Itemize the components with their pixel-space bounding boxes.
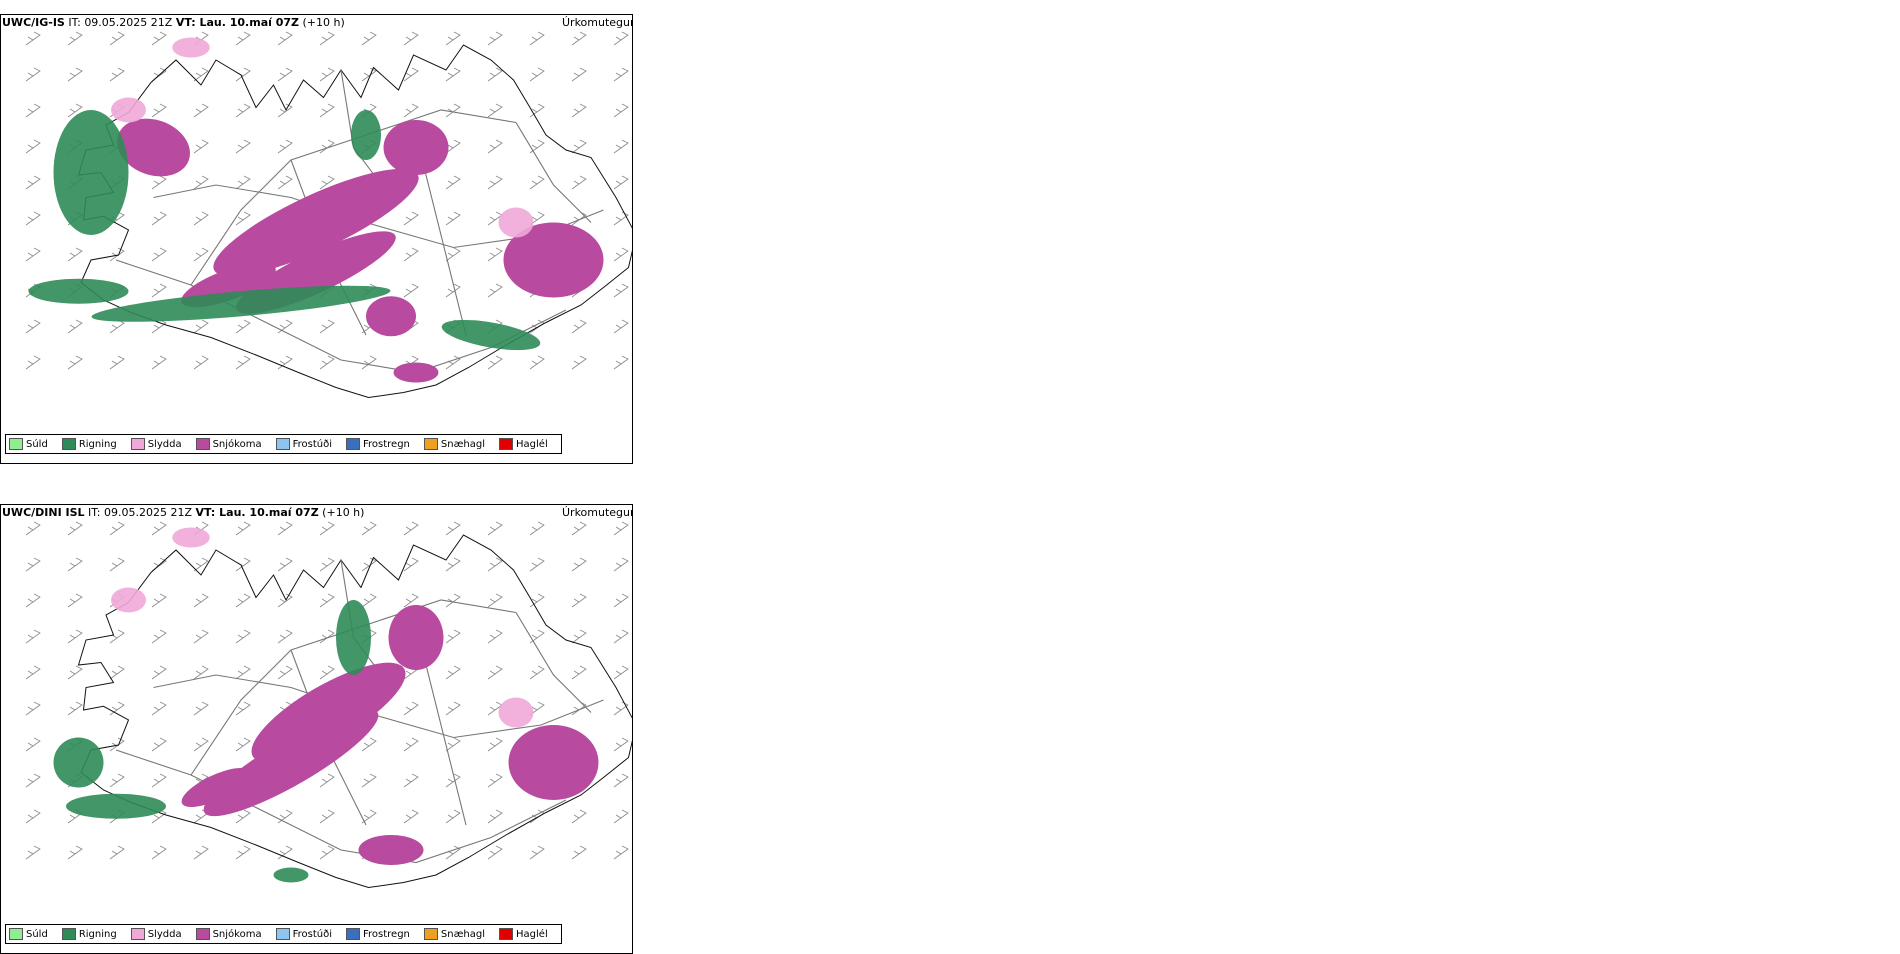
legend-label: Frostúði	[292, 928, 332, 940]
legend-swatch	[275, 438, 290, 450]
legend-swatch	[61, 928, 76, 940]
model-name: UWC/IG-IS	[2, 16, 65, 29]
field-area	[53, 737, 104, 788]
field-area	[351, 110, 381, 160]
init-time: IT: 09.05.2025 21Z	[84, 506, 196, 519]
field-area	[273, 867, 309, 883]
field-area	[172, 37, 210, 58]
precip-type-map: Súld Rigning Slydda Snjókoma Frostúði Frostre…	[0, 14, 633, 464]
legend-label: Rigning	[78, 928, 117, 940]
road-line	[515, 612, 592, 713]
legend-item: Haglél	[499, 438, 548, 450]
legend-swatch	[195, 928, 210, 940]
legend-item: Súld	[9, 438, 48, 450]
field-area	[111, 587, 146, 613]
legend-item: Haglél	[499, 928, 548, 940]
precip-legend: Súld Rigning Slydda Snjókoma Frostúði Frostre…	[5, 434, 562, 454]
legend-label: Snjókoma	[212, 438, 262, 450]
legend-item: Snæhagl	[423, 928, 486, 940]
legend-swatch	[195, 438, 210, 450]
field-area	[203, 708, 379, 817]
valid-time: VT: Lau. 10.maí 07Z	[195, 506, 319, 519]
legend-label: Frostregn	[363, 438, 410, 450]
precip-map-canvas	[25, 521, 632, 889]
lead-time: (+10 h)	[299, 16, 345, 29]
legend-item: Rigning	[61, 438, 117, 450]
field-area	[441, 319, 541, 351]
field-area	[28, 278, 129, 304]
map-header: UWC/DINI ISL IT: 09.05.2025 21Z VT: Lau.…	[2, 506, 364, 519]
legend-label: Haglél	[516, 928, 548, 940]
legend-item: Frostregn	[346, 438, 410, 450]
legend-label: Slydda	[147, 438, 182, 450]
field-area	[498, 697, 534, 728]
valid-time: VT: Lau. 10.maí 07Z	[175, 16, 299, 29]
legend-swatch	[130, 928, 145, 940]
field-area	[383, 120, 449, 175]
init-time: IT: 09.05.2025 21Z	[64, 16, 176, 29]
precip-type-map: Súld Rigning Slydda Snjókoma Frostúði Frostre…	[0, 504, 633, 954]
field-area	[213, 168, 419, 277]
road-line	[115, 749, 567, 864]
legend-item: Frostúði	[275, 438, 332, 450]
field-area	[388, 605, 444, 670]
legend-swatch	[423, 928, 438, 940]
legend-item: Frostregn	[346, 928, 410, 940]
legend-item: Rigning	[61, 928, 117, 940]
legend-item: Snjókoma	[195, 438, 262, 450]
road-line	[515, 122, 592, 223]
legend-label: Frostúði	[292, 438, 332, 450]
field-area	[358, 835, 424, 865]
legend-item: Slydda	[130, 438, 182, 450]
legend-label: Frostregn	[363, 928, 410, 940]
legend-label: Slydda	[147, 928, 182, 940]
field-area	[393, 362, 439, 383]
legend-item: Slydda	[130, 928, 182, 940]
field-area	[366, 296, 416, 337]
legend-item: Snæhagl	[423, 438, 486, 450]
lead-time: (+10 h)	[318, 506, 365, 519]
legend-swatch	[9, 928, 23, 940]
field-area	[111, 97, 146, 123]
legend-item: Frostúði	[275, 928, 332, 940]
precip-map-canvas	[25, 31, 632, 399]
field-area	[66, 793, 166, 819]
road-line	[190, 599, 517, 776]
field-area	[336, 600, 371, 675]
legend-label: Snjókoma	[212, 928, 262, 940]
field-area	[117, 118, 190, 177]
legend-swatch	[423, 438, 438, 450]
legend-label: Snæhagl	[440, 928, 486, 940]
map-header: UWC/IG-IS IT: 09.05.2025 21Z VT: Lau. 10…	[2, 16, 345, 29]
model-name: UWC/DINI ISL	[2, 506, 85, 519]
precip-legend: Súld Rigning Slydda Snjókoma Frostúði Frostre…	[5, 924, 562, 944]
legend-swatch	[275, 928, 290, 940]
iceland-coastline	[77, 534, 632, 889]
legend-label: Rigning	[78, 438, 117, 450]
legend-swatch	[346, 438, 360, 450]
legend-swatch	[9, 438, 23, 450]
legend-swatch	[346, 928, 360, 940]
legend-swatch	[499, 438, 514, 450]
field-area	[508, 725, 599, 800]
road-line	[190, 109, 517, 286]
field-area	[91, 285, 391, 322]
field-area	[498, 207, 534, 238]
legend-label: Snæhagl	[440, 438, 486, 450]
legend-swatch	[499, 928, 514, 940]
legend-swatch	[130, 438, 145, 450]
field-area	[181, 768, 251, 807]
legend-label: Súld	[26, 438, 48, 450]
field-area	[53, 110, 129, 235]
legend-swatch	[61, 438, 76, 450]
field-area	[503, 222, 604, 298]
map-title: Úrkomutegund	[562, 16, 633, 29]
map-title: Úrkomutegund	[562, 506, 633, 519]
legend-label: Haglél	[516, 438, 548, 450]
legend-label: Súld	[26, 928, 48, 940]
legend-item: Snjókoma	[195, 928, 262, 940]
legend-item: Súld	[9, 928, 48, 940]
field-area	[172, 527, 210, 548]
